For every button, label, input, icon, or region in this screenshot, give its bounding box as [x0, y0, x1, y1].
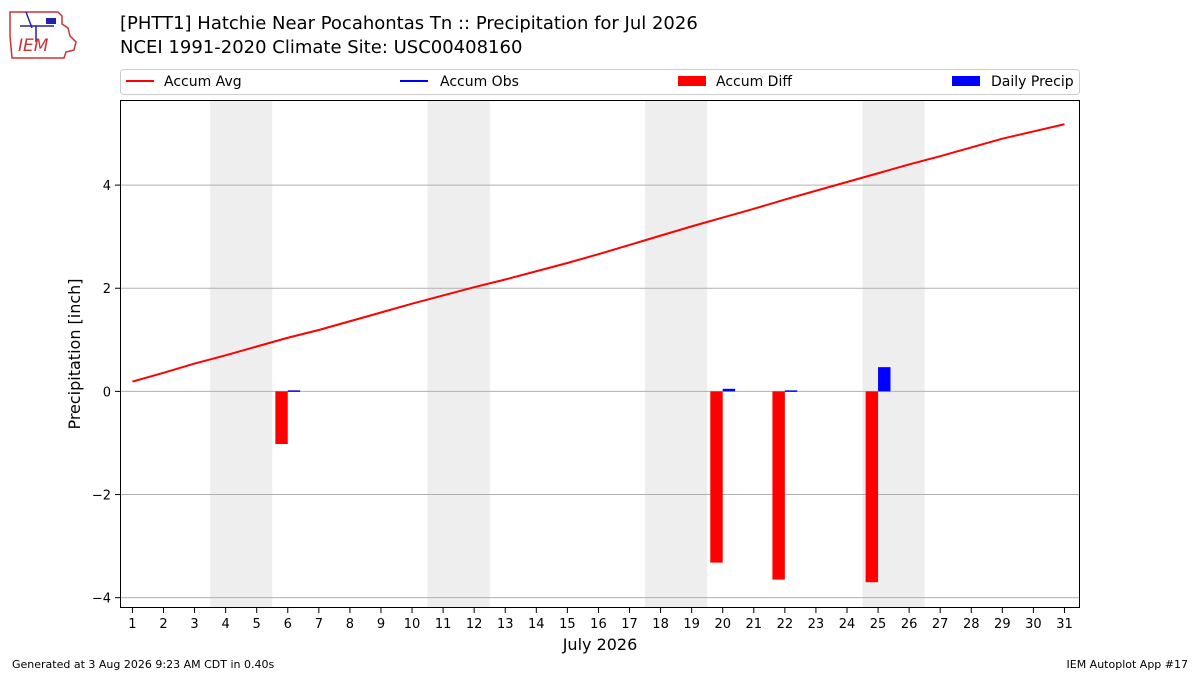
y-tick-label-0: −4	[92, 592, 111, 607]
x-tick-label-4: 5	[253, 617, 261, 632]
x-tick-label-22: 23	[808, 617, 825, 632]
line-marks	[132, 123, 1065, 383]
y-axis-label: Precipitation [inch]	[65, 278, 84, 429]
x-tick-label-12: 13	[497, 617, 514, 632]
x-tick-label-20: 21	[746, 617, 763, 632]
weekend-shade-2	[645, 100, 708, 608]
logo-text: IEM	[18, 36, 49, 56]
x-tick-label-21: 22	[777, 617, 794, 632]
accum-diff-bar-2	[772, 391, 785, 580]
x-axis-ticks: 1 2 3 4 5 6 7 8 9 10 11 12 13 14 15 16 17 18 19 20 21 22 23 24 2…	[128, 608, 1073, 632]
x-tick-label-5: 6	[284, 617, 292, 632]
legend-swatch-accum-diff	[678, 76, 706, 86]
bar-marks	[275, 367, 891, 583]
footer-app: IEM Autoplot App #17	[1066, 658, 1189, 671]
x-tick-label-6: 7	[315, 617, 323, 632]
legend-label-accum-avg: Accum Avg	[164, 74, 242, 90]
daily-precip-bar-3	[878, 367, 891, 392]
x-tick-label-3: 4	[221, 617, 229, 632]
weekend-shading	[210, 100, 925, 608]
weekend-shade-0	[210, 100, 273, 608]
x-tick-label-1: 2	[159, 617, 167, 632]
x-tick-label-2: 3	[190, 617, 198, 632]
accum-diff-bar-0	[275, 391, 288, 444]
x-tick-label-28: 29	[994, 617, 1011, 632]
x-tick-label-29: 30	[1025, 617, 1042, 632]
footer-generated: Generated at 3 Aug 2026 9:23 AM CDT in 0…	[12, 658, 275, 671]
legend: Accum Avg Accum Obs Accum Diff Daily Pre…	[120, 69, 1080, 95]
y-tick-label-2: 0	[103, 385, 111, 400]
x-tick-label-27: 28	[963, 617, 980, 632]
y-tick-label-3: 2	[103, 282, 111, 297]
legend-label-accum-obs: Accum Obs	[440, 74, 519, 90]
x-tick-label-15: 16	[590, 617, 607, 632]
x-tick-label-13: 14	[528, 617, 545, 632]
daily-precip-bar-0	[287, 390, 301, 392]
chart-title: [PHTT1] Hatchie Near Pocahontas Tn :: Pr…	[120, 13, 698, 34]
x-tick-label-14: 15	[559, 617, 576, 632]
x-tick-label-25: 26	[901, 617, 918, 632]
x-tick-label-24: 25	[870, 617, 887, 632]
x-tick-label-8: 9	[377, 617, 385, 632]
x-tick-label-17: 18	[652, 617, 669, 632]
x-tick-label-11: 12	[466, 617, 483, 632]
daily-precip-bar-2	[784, 390, 798, 392]
accum-diff-bar-1	[710, 391, 723, 563]
plot-frame	[120, 100, 1080, 608]
x-tick-label-16: 17	[621, 617, 638, 632]
x-tick-label-30: 31	[1056, 617, 1073, 632]
x-tick-label-23: 24	[839, 617, 856, 632]
x-tick-label-7: 8	[346, 617, 354, 632]
y-axis-ticks: −4 −2 0 2 4	[92, 179, 120, 607]
x-tick-label-0: 1	[128, 617, 136, 632]
legend-label-accum-diff: Accum Diff	[716, 74, 792, 90]
x-tick-label-26: 27	[932, 617, 949, 632]
chart-subtitle: NCEI 1991-2020 Climate Site: USC00408160	[120, 37, 523, 58]
x-axis-label: July 2026	[562, 635, 638, 654]
y-tick-label-1: −2	[92, 489, 111, 504]
legend-swatch-daily-precip	[952, 76, 980, 86]
x-tick-label-18: 19	[683, 617, 700, 632]
x-tick-label-9: 10	[404, 617, 421, 632]
accum-avg-line	[132, 123, 1065, 383]
legend-label-daily-precip: Daily Precip	[991, 74, 1074, 90]
x-tick-label-10: 11	[435, 617, 452, 632]
iem-logo: IEM	[6, 6, 82, 64]
x-tick-label-19: 20	[714, 617, 731, 632]
daily-precip-bar-1	[722, 388, 736, 392]
weekend-shade-1	[427, 100, 490, 608]
y-tick-label-4: 4	[103, 179, 111, 194]
accum-diff-bar-3	[865, 391, 879, 583]
